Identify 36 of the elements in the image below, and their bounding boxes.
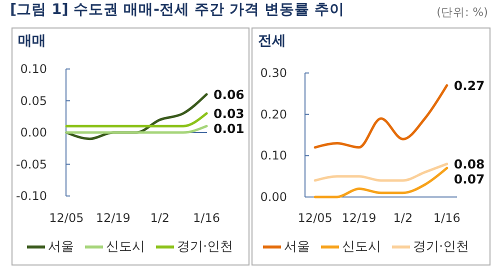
y-tick-label: -0.10 [16, 189, 47, 203]
legend-label: 서울 [284, 240, 310, 254]
y-tick-label: 0.00 [20, 126, 47, 140]
data-label: 0.07 [454, 171, 485, 186]
x-tick-label: 1/2 [393, 211, 413, 225]
data-label: 0.06 [214, 86, 245, 102]
legend-label: 신도시 [342, 240, 381, 254]
line-series [314, 84, 448, 149]
chart-title: 전세 [258, 33, 286, 49]
y-tick-label: -0.05 [16, 157, 47, 172]
x-tick-label: 1/16 [193, 211, 220, 225]
y-tick-label: 0.30 [260, 66, 287, 80]
x-tick-label: 12/05 [298, 211, 332, 225]
data-label: 0.27 [454, 78, 485, 93]
line-series [314, 162, 448, 182]
y-tick-label: 0.05 [20, 94, 47, 108]
x-tick-label: 12/19 [96, 211, 130, 225]
text: (단위: %) [436, 5, 488, 19]
y-tick-label: 0.10 [260, 148, 287, 163]
x-tick-label: 1/16 [433, 211, 460, 225]
data-label: 0.08 [454, 156, 485, 172]
data-label: 0.01 [214, 120, 244, 136]
y-tick-label: 0.00 [260, 190, 287, 204]
legend-label: 경기·인천 [413, 240, 470, 254]
line-series [314, 166, 448, 198]
legend-label: 신도시 [106, 240, 145, 254]
legend-label: 경기·인천 [177, 240, 234, 254]
y-tick-label: 0.10 [20, 62, 47, 76]
y-tick-label: 0.20 [260, 107, 287, 122]
data-label: 0.03 [214, 106, 244, 121]
legend-label: 서울 [48, 240, 74, 254]
x-tick-label: 1/2 [150, 211, 170, 225]
x-tick-label: 12/19 [342, 211, 376, 225]
x-tick-label: 12/05 [49, 211, 84, 225]
text: [그림 1] 수도권 매매-전세 주간 가격 변동률 추이 [10, 2, 345, 18]
chart-title: 매매 [18, 33, 46, 49]
